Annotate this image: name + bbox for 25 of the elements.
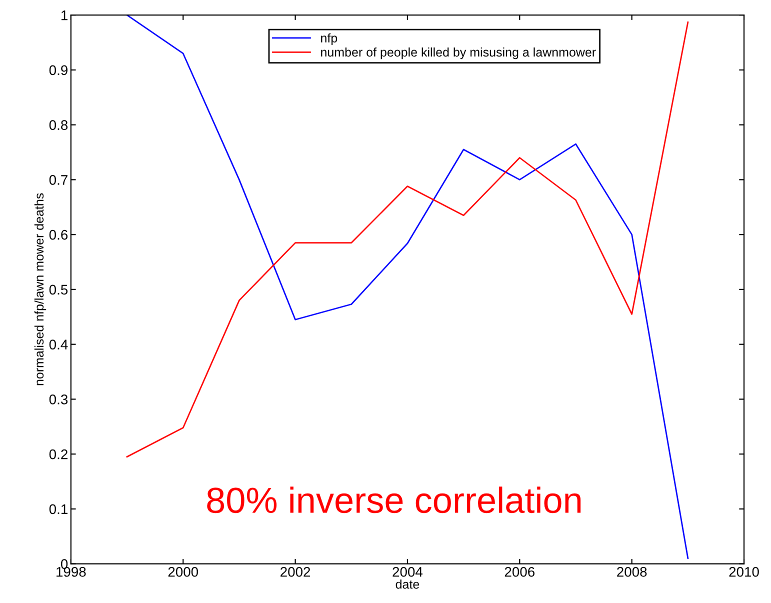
y-tick-label: 0.7 <box>49 175 68 185</box>
y-tick-label: 0.1 <box>49 504 68 514</box>
x-tick-label: 1998 <box>56 566 86 577</box>
y-tick-label: 0.3 <box>49 394 68 404</box>
y-tick-label: 0.6 <box>49 230 68 240</box>
annotation: 80% inverse correlation <box>207 486 581 514</box>
y-tick-label: 0.2 <box>49 449 68 460</box>
y-tick-label: 1 <box>61 10 68 20</box>
y-tick-label: 0 <box>60 559 68 569</box>
legend-label: number of people killed by misusing a lawnmower <box>321 47 596 60</box>
x-tick-label: 2006 <box>504 566 534 577</box>
line-series <box>126 22 689 458</box>
x-tick-label: 2002 <box>280 566 310 577</box>
x-tick-label: 2008 <box>617 566 647 577</box>
line-series <box>126 15 689 560</box>
x-tick-label: 2010 <box>729 566 759 577</box>
y-tick-label: 0.9 <box>49 65 68 76</box>
x-axis-title: date <box>396 580 420 589</box>
legend-label: nfp <box>321 33 338 45</box>
y-tick-label: 0.4 <box>49 340 68 350</box>
y-tick-label: 0.5 <box>49 284 68 295</box>
x-tick-label: 2000 <box>168 566 198 577</box>
y-axis-title: normalised nfp/lawn mower deaths <box>34 193 46 386</box>
y-tick-label: 0.8 <box>49 120 68 130</box>
x-tick-label: 2004 <box>392 566 423 577</box>
